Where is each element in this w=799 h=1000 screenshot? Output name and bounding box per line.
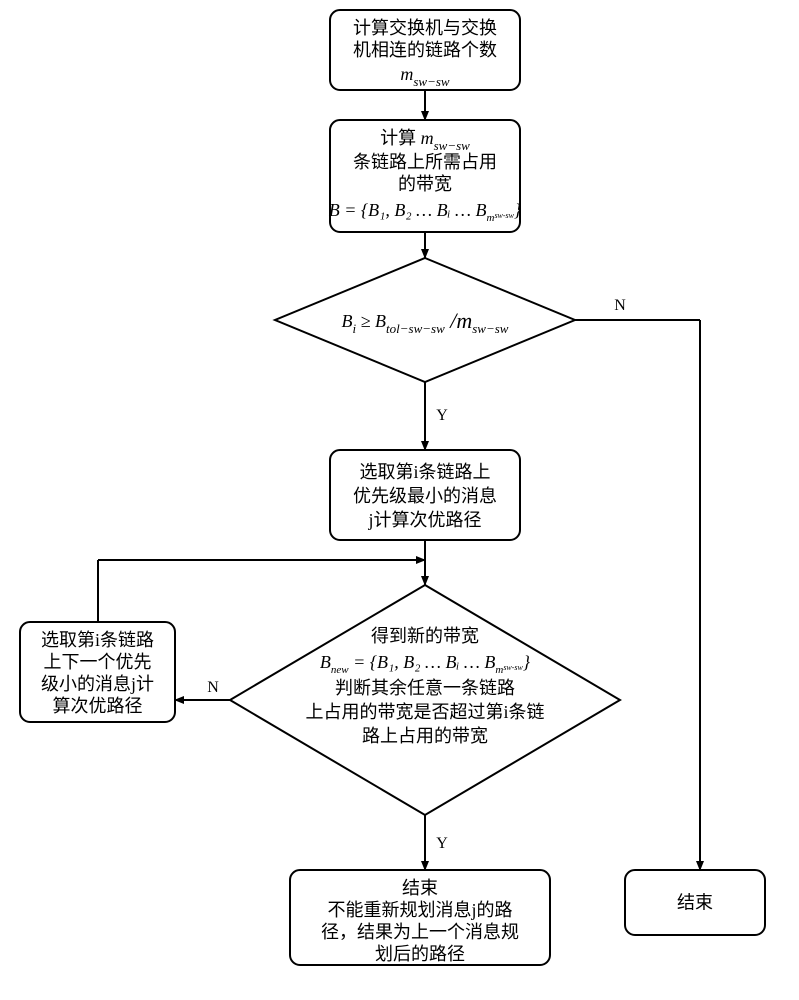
n1-line2: 机相连的链路个数 — [353, 40, 497, 60]
n7-line3: 径，结果为上一个消息规 — [321, 922, 519, 942]
n2-line1: 计算 msw−sw — [380, 128, 470, 153]
n4-line2: 优先级最小的消息 — [353, 486, 497, 506]
n6-line4: 算次优路径 — [53, 696, 143, 716]
n6-line3: 级小的消息j计 — [41, 674, 154, 694]
n6-line2: 上下一个优先 — [44, 652, 152, 672]
n2-formula: B = {B₁, B₂ … Bᵢ … Bmsw-sw} — [329, 200, 522, 223]
n1-line1: 计算交换机与交换 — [353, 18, 497, 38]
n2-line3: 的带宽 — [398, 174, 452, 194]
n5-after3: 路上占用的带宽 — [362, 726, 488, 746]
n4-line3: j计算次优路径 — [367, 510, 481, 530]
node-decision-threshold — [275, 258, 575, 382]
n7-line2: 不能重新规划消息j的路 — [328, 900, 513, 920]
node-decision-new-bandwidth — [230, 585, 620, 815]
label-y1: Y — [436, 407, 448, 424]
n1-formula: msw−sw — [400, 64, 450, 89]
n5-after2: 上占用的带宽是否超过第i条链 — [306, 702, 545, 722]
n5-line1: 得到新的带宽 — [371, 626, 479, 646]
label-n2: N — [614, 297, 626, 314]
n6-line1: 选取第i条链路 — [41, 630, 154, 650]
n5-after1: 判断其余任意一条链路 — [335, 678, 515, 698]
n7-line4: 划后的路径 — [375, 944, 465, 964]
n7-line1: 结束 — [402, 878, 438, 898]
n5-formula: Bnew = {B₁, B₂ … Bᵢ … Bmsw-sw} — [320, 652, 531, 675]
label-n1: N — [207, 679, 219, 696]
n3-formula: Bi ≥ Btol−sw−sw /msw−sw — [342, 308, 509, 336]
n2-line2: 条链路上所需占用 — [353, 152, 497, 172]
n8-line1: 结束 — [677, 893, 713, 913]
label-y2: Y — [436, 835, 448, 852]
n4-line1: 选取第i条链路上 — [359, 462, 490, 482]
